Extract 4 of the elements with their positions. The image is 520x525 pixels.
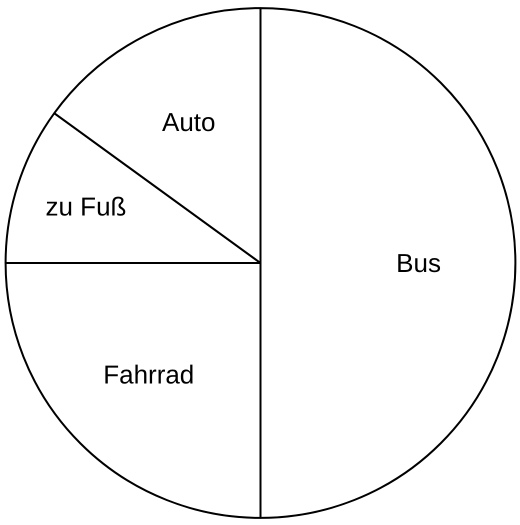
slice-label: Auto xyxy=(162,107,216,138)
slice-label: zu Fuß xyxy=(46,191,126,222)
slice-label: Bus xyxy=(396,248,441,278)
slice-label: Fahrrad xyxy=(103,360,194,390)
